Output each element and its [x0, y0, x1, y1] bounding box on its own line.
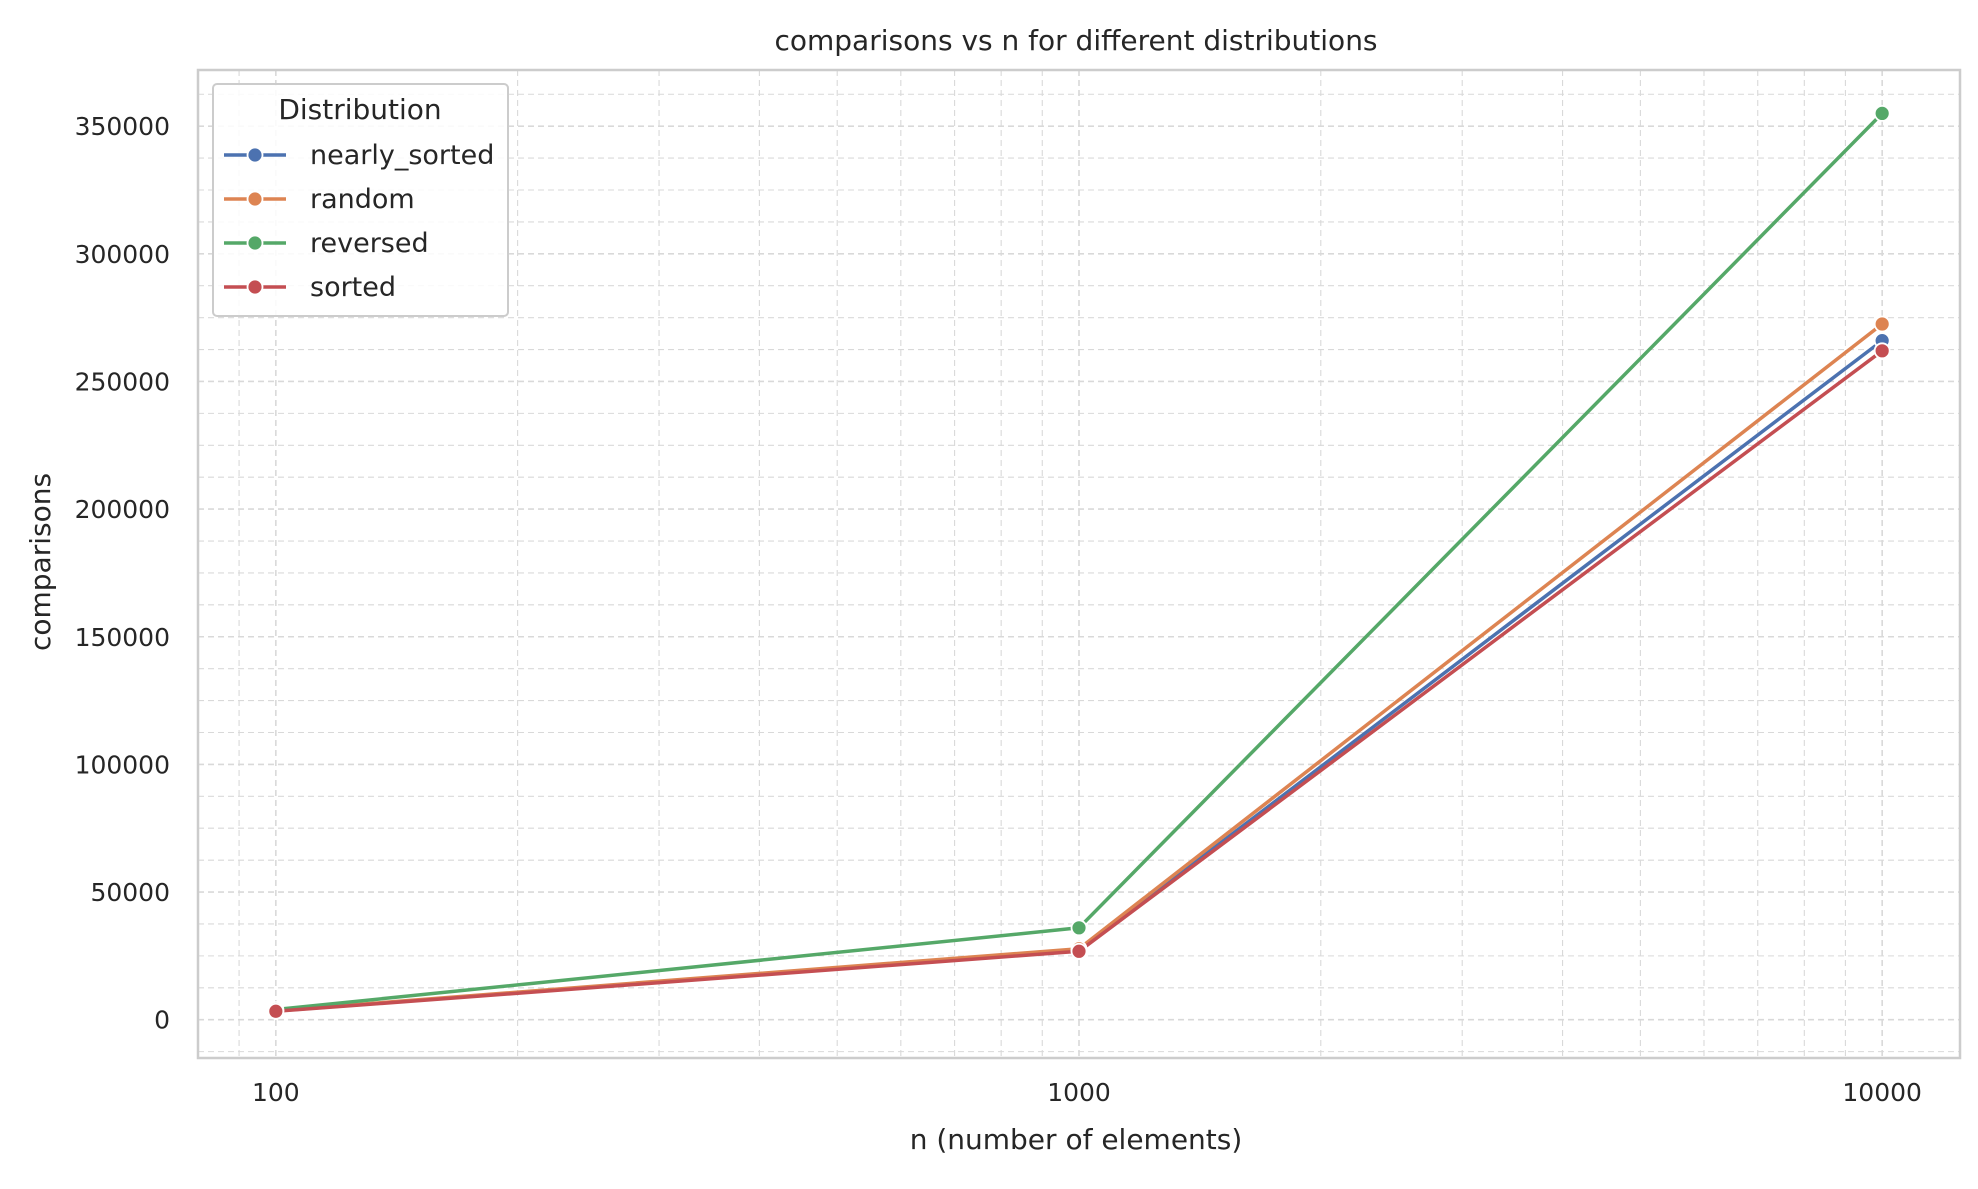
- legend-label-sorted: sorted: [310, 272, 396, 303]
- y-tick-label: 150000: [75, 623, 170, 652]
- y-axis-title: comparisons: [24, 473, 57, 651]
- legend-marker-random: [246, 190, 264, 208]
- legend-box: [212, 83, 509, 317]
- data-point-reversed: [1070, 919, 1088, 937]
- legend-marker-reversed: [246, 234, 264, 252]
- data-point-reversed: [1873, 105, 1891, 122]
- legend-marker-nearly_sorted: [246, 146, 264, 164]
- data-point-sorted: [1873, 342, 1891, 360]
- y-tick-label: 350000: [75, 112, 170, 141]
- legend-label-nearly_sorted: nearly_sorted: [310, 140, 494, 171]
- y-tick-label: 100000: [75, 750, 170, 779]
- legend-marker-sorted: [246, 278, 264, 296]
- series-points: [267, 105, 1891, 1020]
- y-tick-label: 250000: [75, 367, 170, 396]
- data-point-sorted: [267, 1002, 285, 1020]
- chart-title: comparisons vs n for different distribut…: [774, 24, 1377, 57]
- x-tick-label: 1000: [1047, 1078, 1111, 1107]
- y-tick-label: 50000: [90, 878, 170, 907]
- y-tick-label: 200000: [75, 495, 170, 524]
- plot-frame: [196, 68, 1962, 1060]
- y-axis-ticks: 0 50000 100000 150000 200000 250000 300000 3500…: [75, 112, 170, 1035]
- x-axis-title: n (number of elements): [910, 1123, 1243, 1156]
- legend-label-reversed: reversed: [310, 228, 429, 259]
- legend-title: Distribution: [278, 93, 441, 126]
- data-point-sorted: [1070, 942, 1088, 960]
- x-tick-label: 100: [252, 1078, 300, 1107]
- x-tick-label: 10000: [1842, 1078, 1922, 1107]
- data-point-random: [1873, 315, 1891, 333]
- y-tick-label: 300000: [75, 240, 170, 269]
- x-axis-ticks: 100 1000 10000: [252, 1078, 1922, 1107]
- y-tick-label: 0: [154, 1006, 170, 1035]
- legend-label-random: random: [310, 184, 415, 215]
